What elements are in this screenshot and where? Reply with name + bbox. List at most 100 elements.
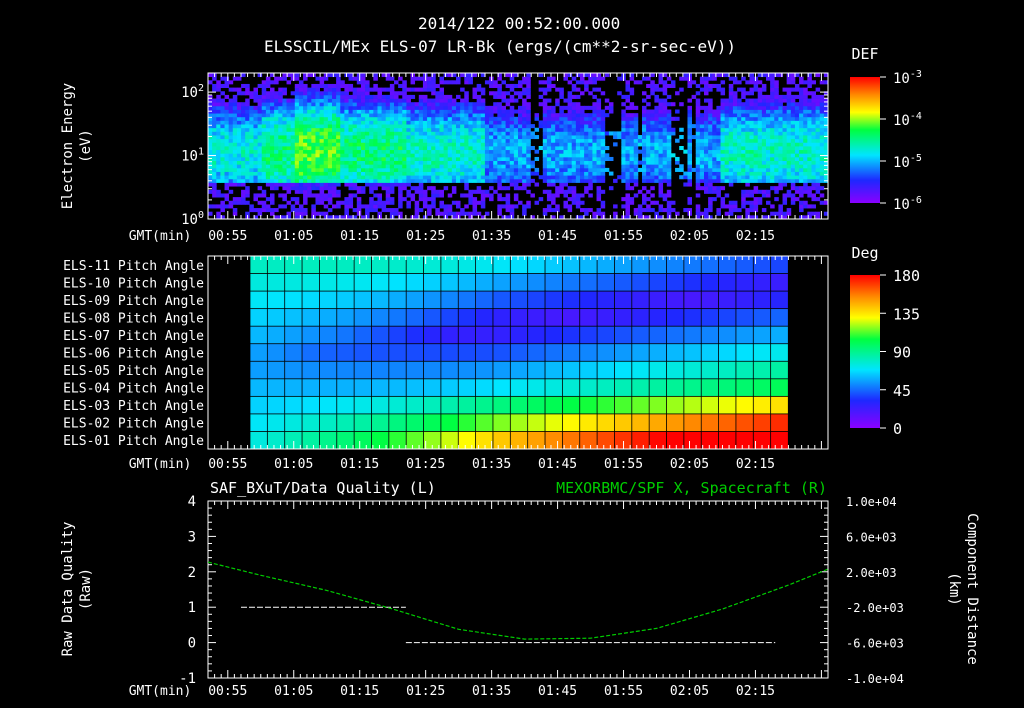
spectrogram-cell [472,204,478,209]
spectrogram-cell [794,160,800,165]
spectrogram-cell [456,175,461,180]
spectrogram-cell [741,160,746,165]
spectrogram-cell [613,142,618,147]
spectrogram-cell [745,146,750,151]
spectrogram-cell [418,160,424,165]
spectrogram-cell [418,113,424,118]
spectrogram-cell [542,127,548,132]
spectrogram-cell [422,80,428,85]
spectrogram-cell [348,149,354,154]
spectrogram-cell [311,211,316,216]
spectrogram-cell [807,149,812,154]
spectrogram-cell [526,94,531,99]
spectrogram-cell [456,164,461,169]
spectrogram-cell [790,160,796,165]
spectrogram-cell [257,102,263,107]
spectrogram-cell [555,164,560,169]
spectrogram-cell [650,135,655,140]
spectrogram-cell [216,189,221,194]
spectrogram-cell [294,131,300,136]
spectrogram-cell [435,208,440,213]
spectrogram-cell [708,73,713,78]
spectrogram-cell [360,204,366,209]
spectrogram-cell [509,120,515,125]
spectrogram-cell [666,211,672,216]
spectrogram-cell [497,193,502,198]
spectrogram-cell [505,73,511,78]
spectrogram-cell [728,153,734,158]
spectrogram-cell [261,208,267,213]
spectrogram-cell [476,164,482,169]
spectrogram-cell [658,164,664,169]
spectrogram-cell [257,153,263,158]
spectrogram-cell [823,175,829,180]
spectrogram-cell [456,138,461,143]
spectrogram-cell [757,175,763,180]
spectrogram-cell [526,105,531,110]
spectrogram-cell [600,135,606,140]
spectrogram-x-tick-label: 01:25 [406,229,445,244]
spectrogram-cell [493,142,498,147]
spectrogram-cell [679,102,684,107]
pitch-angle-cell [353,255,373,275]
pitch-angle-cell [527,431,546,450]
spectrogram-cell [712,113,717,118]
spectrogram-cell [522,211,527,216]
spectrogram-cell [468,197,473,202]
spectrogram-cell [559,120,564,125]
pitch-angle-cell [492,395,512,415]
spectrogram-cell [757,127,763,132]
spectrogram-cell [241,200,246,205]
spectrogram-cell [513,204,519,209]
spectrogram-cell [265,83,271,88]
spectrogram-cell [398,182,403,187]
spectrogram-cell [770,149,775,154]
spectrogram-cell [398,124,403,129]
spectrogram-cell [431,83,436,88]
spectrogram-cell [439,138,444,143]
spectrogram-cell [588,156,593,161]
spectrogram-cell [327,98,333,103]
spectrogram-cell [782,94,788,99]
spectrogram-cell [716,113,721,118]
spectrogram-cell [530,160,535,165]
spectrogram-cell [278,182,283,187]
spectrogram-cell [443,131,449,136]
spectrogram-cell [679,87,684,92]
spectrogram-cell [456,120,461,125]
spectrogram-cell [431,131,436,136]
spectrogram-cell [447,80,453,85]
spectrogram-cell [414,76,420,81]
spectrogram-cell [270,197,275,202]
spectrogram-cell [596,120,602,125]
spectrogram-cell [356,91,362,96]
spectrogram-cell [650,124,655,129]
spectrogram-cell [418,87,424,92]
spectrogram-cell [766,113,771,118]
spectrogram-cell [220,127,225,132]
spectrogram-cell [509,124,515,129]
spectrogram-cell [332,91,337,96]
spectrogram-cell [761,164,767,169]
spectrogram-cell [394,102,399,107]
spectrogram-cell [794,171,800,176]
spectrogram-cell [369,160,374,165]
spectrogram-cell [782,120,788,125]
spectrogram-cell [208,105,213,110]
spectrogram-cell [298,153,304,158]
spectrogram-cell [658,80,664,85]
spectrogram-cell [608,105,614,110]
spectrogram-cell [724,167,730,172]
spectrogram-cell [356,149,362,154]
spectrogram-cell [228,189,234,194]
spectrogram-cell [712,160,717,165]
spectrogram-cell [348,94,354,99]
spectrogram-cell [327,120,333,125]
pitch-angle-cell [527,255,546,275]
spectrogram-cell [278,116,283,121]
spectrogram-cell [819,175,825,180]
spectrogram-cell [278,109,283,114]
spectrogram-cell [720,186,726,191]
spectrogram-cell [303,138,308,143]
spectrogram-cell [716,208,721,213]
